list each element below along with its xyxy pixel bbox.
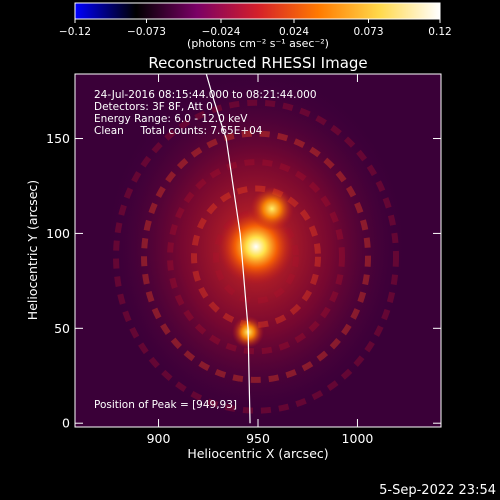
x-tick-label: 950 [246,431,270,446]
y-tick-label: 0 [62,416,70,431]
colorbar-tick-label: 0.12 [428,26,451,38]
annotation-energy-range: Energy Range: 6.0 - 12.0 keV [94,113,248,125]
x-tick-label: 1000 [342,431,374,446]
annotation-clean-counts: Clean Total counts: 7.65E+04 [94,125,263,137]
x-tick-label: 900 [147,431,171,446]
y-tick-label: 150 [46,131,70,146]
annotation-time-range: 24-Jul-2016 08:15:44.000 to 08:21:44.000 [94,89,317,101]
clean-residual-ring [141,130,372,383]
axis-ticks: 900 950 1000 0 50 100 150 [46,74,441,446]
colorbar-tick-label: −0.12 [59,26,91,38]
y-tick-label: 50 [54,321,70,336]
clean-residual-ring [213,209,300,304]
colorbar-unit-label: (photons cm⁻² s⁻¹ asec⁻²) [187,37,329,50]
colorbar-tick-label: 0.024 [279,26,309,38]
colorbar-tick-label: −0.024 [202,26,241,38]
colorbar-tick-label: 0.073 [353,26,383,38]
heatmap-layer [106,74,406,422]
secondary-source [249,186,294,231]
y-axis-label: Heliocentric Y (arcsec) [25,180,40,320]
clean-residual-ring [191,185,322,328]
colorbar [74,2,441,20]
x-axis-label: Heliocentric X (arcsec) [187,446,328,461]
y-tick-label: 100 [46,226,70,241]
clean-residual-ring [167,159,346,355]
timestamp: 5-Sep-2022 23:54 [379,483,496,498]
solar-limb-curve [205,74,251,424]
peak-position-label: Position of Peak = [949,93] [94,399,237,411]
clean-residual-ring [113,99,400,414]
colorbar-tick-label: −0.073 [127,26,166,38]
colorbar-ticks: −0.12 −0.073 −0.024 0.024 0.073 0.12 [59,19,452,38]
annotation-detectors: Detectors: 3F 8F, Att 0 [94,101,213,113]
chart-title: Reconstructed RHESSI Image [148,54,367,72]
